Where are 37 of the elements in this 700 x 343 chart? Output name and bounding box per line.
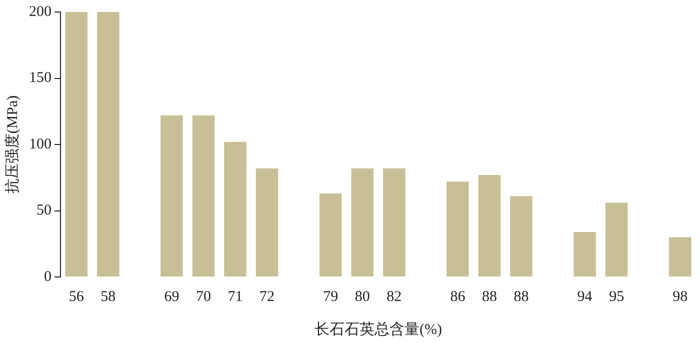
x-tick-label: 98 (672, 288, 688, 305)
bar (668, 237, 692, 276)
bar (192, 115, 215, 276)
bar (319, 194, 342, 276)
y-axis-title: 抗压强度(MPa) (4, 95, 21, 194)
y-tick-label: 50 (36, 202, 52, 219)
x-tick-label: 80 (354, 288, 370, 305)
bar (510, 196, 532, 276)
y-tick-label: 150 (29, 70, 52, 86)
bar (446, 182, 469, 276)
x-tick-label: 56 (68, 288, 84, 305)
bar (478, 174, 501, 276)
x-tick-label: 88 (482, 288, 497, 305)
bar (256, 168, 278, 276)
x-tick-label: 95 (609, 288, 624, 305)
x-tick-label: 69 (164, 288, 180, 305)
x-tick-label: 82 (386, 288, 402, 305)
x-tick-label: 72 (260, 288, 275, 305)
y-tick-label: 100 (29, 136, 52, 152)
x-tick-label: 86 (450, 288, 466, 305)
x-tick-label: 88 (514, 288, 529, 305)
y-tick-label: 0 (44, 268, 52, 285)
x-axis-title: 长石石英总含量(%) (314, 320, 442, 338)
x-tick-label: 58 (100, 288, 116, 305)
x-tick-label: 71 (228, 288, 243, 305)
bar (97, 12, 120, 276)
bar (605, 202, 628, 276)
y-tick-label: 200 (29, 4, 52, 20)
bar (160, 115, 183, 276)
bar (351, 168, 374, 276)
bar (65, 12, 88, 276)
bar (224, 142, 246, 276)
bar (574, 232, 596, 276)
x-tick-label: 94 (577, 288, 593, 305)
bar (383, 168, 406, 276)
x-tick-label: 70 (196, 288, 211, 305)
x-tick-label: 79 (323, 288, 338, 305)
